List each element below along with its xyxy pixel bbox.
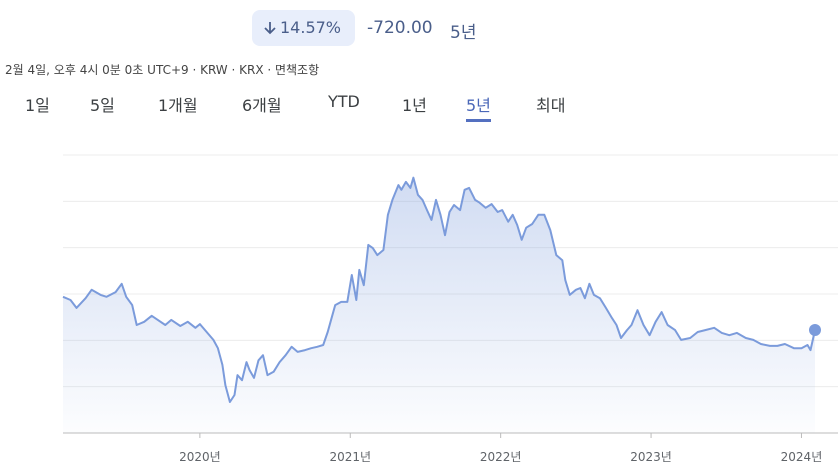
price-line xyxy=(62,176,816,403)
range-tab[interactable]: 1년 xyxy=(402,96,427,115)
last-point xyxy=(809,324,821,337)
x-tick-label: 2024년 xyxy=(781,450,823,464)
range-tab[interactable]: 1개월 xyxy=(158,96,198,115)
x-tick-label: 2022년 xyxy=(480,450,522,464)
range-tab[interactable]: 6개월 xyxy=(242,96,282,115)
change: -720.00 xyxy=(367,18,433,38)
period: 5년 xyxy=(450,23,477,43)
x-tick-label: 2021년 xyxy=(329,450,371,464)
info-line: 2월 4일, 오후 4시 0분 0초 UTC+9 · KRW · KRX · 면… xyxy=(5,63,320,77)
area-fill xyxy=(63,177,815,433)
range-tab[interactable]: 1일 xyxy=(25,96,50,115)
range-tab[interactable]: YTD xyxy=(328,92,360,111)
change-percent: 14.57% xyxy=(280,18,342,37)
range-tab[interactable]: 5일 xyxy=(90,96,115,115)
range-tab[interactable]: 5년 xyxy=(466,92,491,122)
down-arrow xyxy=(264,22,276,35)
x-tick-label: 2023년 xyxy=(630,450,672,464)
change-pill: 14.57% xyxy=(252,10,355,46)
x-tick-label: 2020년 xyxy=(179,450,221,464)
range-tab[interactable]: 최대 xyxy=(536,96,566,115)
